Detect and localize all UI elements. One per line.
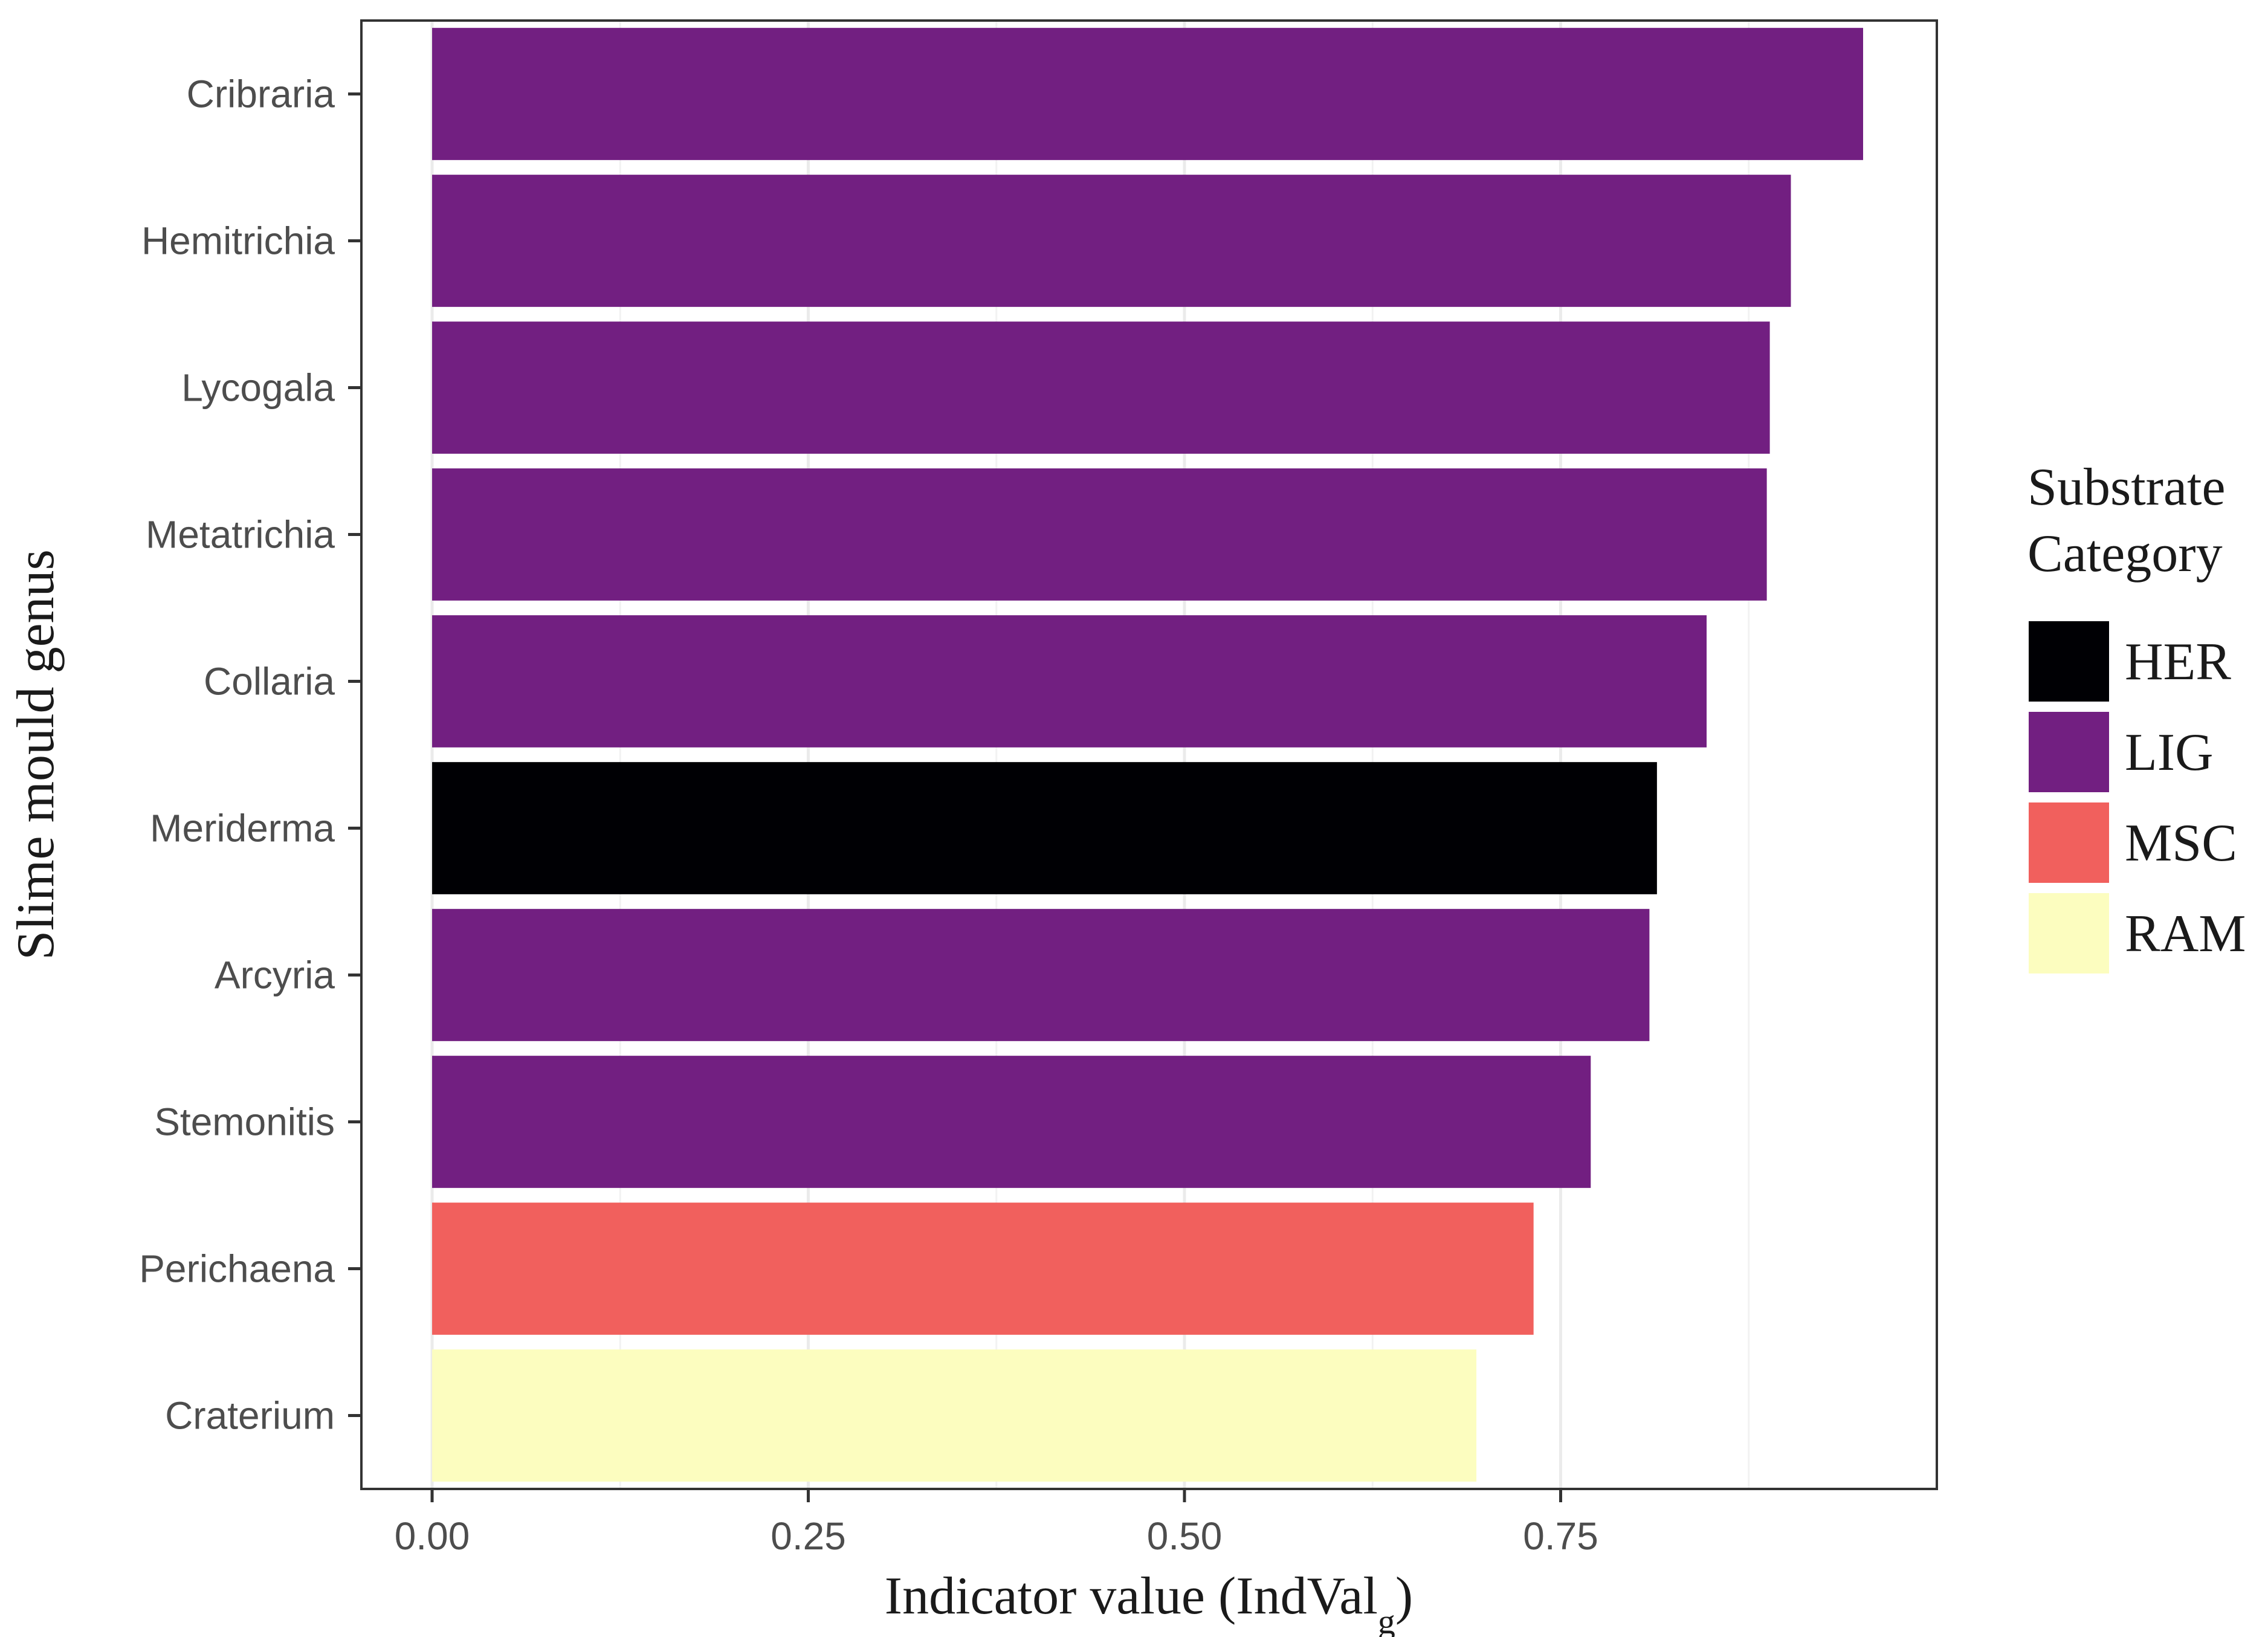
legend-title-line2: Category: [2027, 525, 2223, 583]
y-tick-label: Stemonitis: [154, 1100, 335, 1144]
x-axis-title: Indicator value (IndValg): [885, 1567, 1413, 1637]
legend-key-msc: [2026, 800, 2111, 885]
y-tick-label: Arcyria: [215, 954, 335, 997]
legend-label-her: HER: [2125, 633, 2231, 691]
bar-arcyria: [432, 909, 1650, 1041]
y-tick-label: Meriderma: [150, 807, 335, 850]
legend-label-lig: LIG: [2125, 723, 2214, 782]
y-tick-label: Collaria: [204, 660, 335, 703]
y-tick-label: Perichaena: [139, 1247, 335, 1291]
x-axis-title-subscript: g: [1378, 1602, 1395, 1637]
x-tick-label: 0.50: [1147, 1514, 1223, 1558]
x-axis-title-close: ): [1395, 1567, 1413, 1626]
bar-hemitrichia: [432, 175, 1791, 307]
y-axis-title: Slime mould genus: [7, 549, 65, 960]
legend-key-ram: [2026, 891, 2111, 976]
y-tick-label: Craterium: [165, 1394, 335, 1438]
legend-key-lig: [2026, 709, 2111, 795]
y-tick-label: Hemitrichia: [141, 219, 335, 263]
bars: [432, 28, 1863, 1482]
bar-perichaena: [432, 1203, 1534, 1335]
bar-cribraria: [432, 28, 1863, 160]
y-axis: Cribraria Hemitrichia Lycogala Metatrichia C…: [139, 73, 361, 1438]
y-tick-label: Lycogala: [181, 366, 335, 410]
x-tick-label: 0.25: [771, 1514, 846, 1558]
y-tick-label: Metatrichia: [146, 513, 335, 557]
bar-metatrichia: [432, 468, 1767, 601]
legend-title-line1: Substrate: [2027, 458, 2226, 517]
legend-items: HER LIG MSC RAM: [2026, 619, 2246, 976]
bar-collaria: [432, 615, 1707, 747]
x-axis: 0.00 0.25 0.50 0.75: [395, 1489, 1598, 1558]
bar-lycogala: [432, 321, 1770, 454]
bar-stemonitis: [432, 1056, 1591, 1188]
legend: Substrate Category HER LIG MSC RAM: [2026, 458, 2246, 976]
legend-label-ram: RAM: [2125, 905, 2246, 963]
y-tick-label: Cribraria: [187, 73, 335, 116]
x-tick-label: 0.00: [395, 1514, 470, 1558]
x-axis-title-main: Indicator value (IndVal: [885, 1567, 1378, 1626]
bar-craterium: [432, 1349, 1477, 1482]
x-tick-label: 0.75: [1523, 1514, 1598, 1558]
plot-panel-border: [360, 19, 1938, 1490]
legend-key-her: [2026, 619, 2111, 704]
legend-label-msc: MSC: [2125, 814, 2237, 873]
bar-meriderma: [432, 762, 1657, 894]
